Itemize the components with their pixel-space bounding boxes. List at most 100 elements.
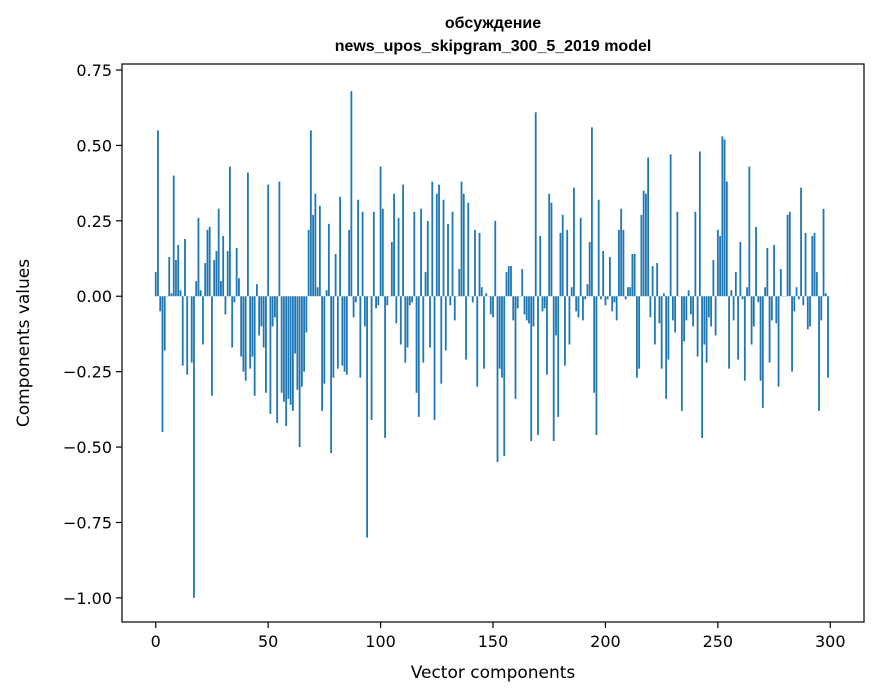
bar: [671, 296, 674, 321]
bar: [656, 263, 659, 297]
bar: [707, 296, 710, 318]
bar: [274, 296, 276, 318]
bar: [406, 296, 409, 348]
bar: [480, 287, 483, 297]
bar: [525, 296, 528, 321]
bar: [343, 296, 346, 372]
bar: [494, 220, 497, 297]
y-tick-label: −1.00: [63, 589, 112, 608]
bar: [399, 296, 402, 345]
bar: [492, 296, 494, 318]
bar: [692, 296, 695, 327]
bar: [377, 296, 380, 306]
bar: [564, 296, 566, 366]
bar: [804, 232, 807, 297]
bar: [703, 296, 706, 345]
bar: [667, 296, 670, 360]
bar: [759, 296, 762, 381]
bar: [197, 217, 200, 297]
bar: [701, 296, 704, 439]
x-axis-label: Vector components: [411, 663, 576, 683]
bar: [444, 296, 447, 351]
bar: [636, 296, 638, 378]
bar: [202, 296, 204, 345]
bar: [795, 287, 798, 297]
bar: [629, 287, 632, 297]
bar: [741, 296, 744, 300]
bar: [611, 296, 614, 312]
bar: [791, 296, 793, 372]
bar: [226, 251, 229, 297]
bar: [618, 229, 620, 297]
x-tick-label: 50: [258, 632, 278, 651]
bar: [797, 296, 800, 300]
bar: [653, 296, 656, 345]
bar: [294, 296, 297, 354]
bar: [184, 238, 186, 297]
bar: [680, 296, 683, 411]
bar: [510, 266, 512, 297]
bar: [615, 296, 618, 321]
bar: [627, 287, 629, 297]
bar: [476, 296, 479, 387]
bar: [420, 208, 422, 297]
bar: [422, 296, 425, 363]
bar: [402, 184, 404, 297]
bar: [240, 296, 243, 357]
bar: [539, 235, 542, 297]
bar: [685, 296, 688, 321]
bar: [195, 281, 198, 297]
bar: [725, 181, 728, 297]
bar: [471, 296, 474, 303]
bar: [478, 232, 481, 297]
bar: [217, 208, 220, 297]
bar: [824, 293, 827, 297]
bar: [766, 247, 769, 297]
bar: [501, 296, 503, 378]
bar: [651, 266, 654, 297]
bar: [429, 296, 431, 348]
bar: [683, 296, 686, 342]
bar: [206, 229, 209, 297]
bar: [379, 166, 382, 297]
bar: [669, 154, 672, 297]
bar: [211, 296, 213, 396]
bar: [761, 296, 764, 408]
bar: [498, 296, 501, 369]
bar: [660, 296, 663, 369]
bar: [267, 184, 270, 297]
bar: [161, 296, 164, 432]
bar: [719, 235, 721, 297]
bar: [269, 296, 272, 414]
bar: [438, 184, 440, 297]
y-tick-label: −0.50: [63, 438, 112, 457]
bar: [541, 296, 544, 312]
bar: [622, 229, 625, 297]
x-tick-label: 250: [703, 632, 734, 651]
bar: [620, 208, 623, 297]
bar: [555, 296, 557, 336]
bar: [451, 211, 454, 297]
bar: [642, 190, 645, 297]
bar: [287, 296, 290, 399]
bar: [788, 211, 791, 297]
bar: [689, 296, 692, 315]
bar: [474, 229, 476, 297]
bar: [359, 296, 362, 378]
bar: [300, 296, 303, 387]
bar: [694, 211, 697, 297]
bar: [417, 296, 420, 417]
bar: [793, 296, 796, 312]
bar: [177, 244, 180, 297]
bar: [289, 296, 292, 405]
bar: [624, 296, 627, 300]
bar: [764, 287, 766, 297]
bar: [546, 296, 548, 375]
bar: [458, 269, 461, 297]
bar: [552, 296, 555, 442]
bar: [172, 175, 175, 297]
bar: [768, 296, 771, 363]
bar: [755, 226, 757, 297]
